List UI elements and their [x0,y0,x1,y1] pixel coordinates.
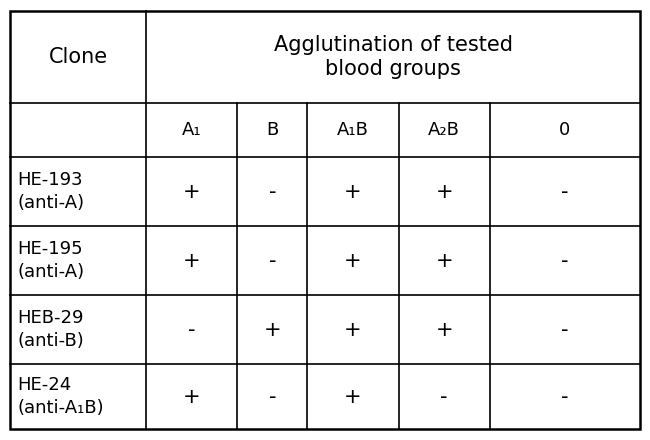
Text: +: + [436,182,453,202]
Text: B: B [266,121,279,139]
Text: HE-195
(anti-A): HE-195 (anti-A) [18,240,84,281]
Text: Clone: Clone [49,47,108,67]
Text: -: - [561,387,569,407]
Text: -: - [188,320,196,340]
Text: +: + [436,320,453,340]
Text: +: + [344,251,362,271]
Text: -: - [561,251,569,271]
Text: -: - [440,387,448,407]
Text: +: + [344,387,362,407]
Text: A₂B: A₂B [428,121,460,139]
Text: +: + [344,182,362,202]
Text: +: + [264,320,281,340]
Text: -: - [561,182,569,202]
Text: -: - [561,320,569,340]
Text: 0: 0 [559,121,571,139]
Text: +: + [344,320,362,340]
Text: +: + [183,251,201,271]
Text: HE-193
(anti-A): HE-193 (anti-A) [18,171,84,212]
Text: +: + [436,251,453,271]
Text: A₁B: A₁B [337,121,369,139]
Text: -: - [268,251,276,271]
Text: Agglutination of tested
blood groups: Agglutination of tested blood groups [274,35,513,79]
Text: +: + [183,387,201,407]
Text: A₁: A₁ [182,121,202,139]
Text: HE-24
(anti-A₁B): HE-24 (anti-A₁B) [18,376,104,417]
Text: +: + [183,182,201,202]
Text: -: - [268,387,276,407]
Text: -: - [268,182,276,202]
Text: HEB-29
(anti-B): HEB-29 (anti-B) [18,309,84,350]
